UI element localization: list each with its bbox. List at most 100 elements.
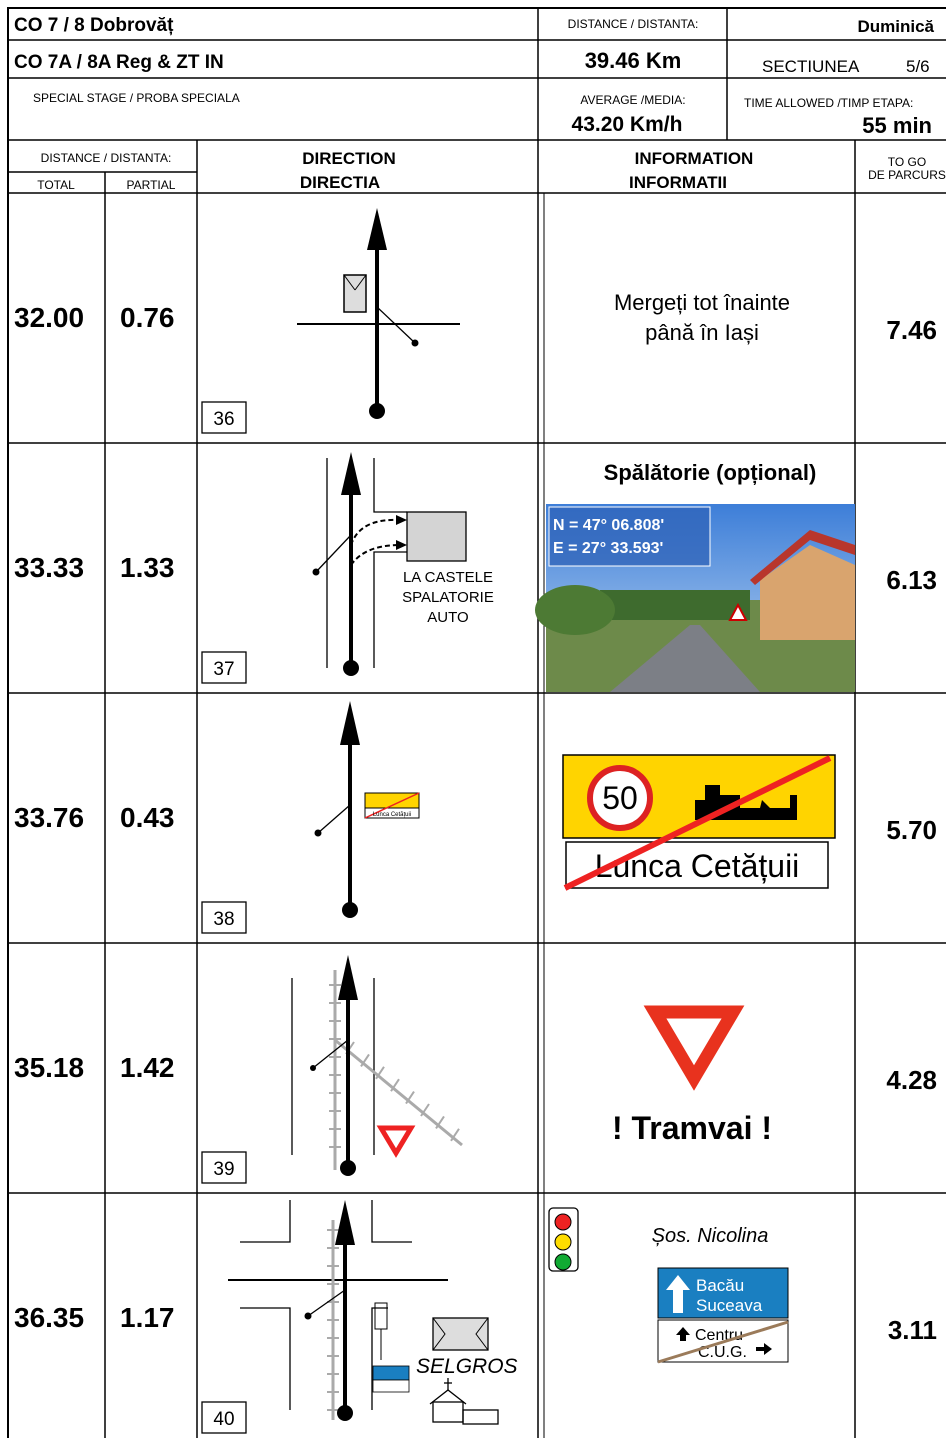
rect-shape [462,1409,499,1425]
time-label: TIME ALLOWED /TIMP ETAPA: [744,96,913,110]
circle-shape [340,1160,356,1176]
coordinates: N = 47° 06.808' [553,517,664,534]
path-shape [350,544,401,566]
distance-label: DISTANCE / DISTANTA: [568,17,699,31]
polygon-shape [760,545,855,640]
polygon-shape [396,515,407,525]
box-number-frame [201,651,247,684]
line-shape [307,1289,346,1317]
polygon-shape [396,540,407,550]
info-text: până în Iași [645,320,759,345]
info-title: Spălătorie (opțional) [604,460,817,485]
rect-shape [432,1401,464,1423]
average-label: AVERAGE /MEDIA: [580,93,685,107]
line-shape [376,306,416,344]
circle-shape [554,1213,572,1231]
path-shape [350,518,401,546]
circle-shape [337,1405,353,1421]
title: CO 7 / 8 Dobrovăț [14,15,174,36]
row-cells: 32.00 0.76 7.46 36 33.33 1.33 6.13 37 33.76 0.43 5… [14,302,937,1434]
track-tie [405,1091,415,1105]
box-number-frame [201,901,247,934]
line-shape [334,1038,463,1147]
box-number-frame [201,1401,247,1434]
g-shape [327,1229,339,1411]
column-header: PARTIAL [127,178,176,192]
track-tie [360,1053,370,1067]
yield-sign [643,1005,745,1091]
to-go: 6.13 [886,565,937,595]
circle-shape [554,1253,572,1271]
partial-distance: 0.43 [120,802,175,833]
info-text: ! Tramvai ! [612,1110,772,1146]
rect-shape [432,1317,489,1351]
direction-text: SELGROS [416,1355,518,1378]
rect-shape [372,1379,410,1393]
partial-distance: 1.17 [120,1302,175,1333]
rect-shape [406,511,467,562]
sign-text: Suceava [696,1296,763,1315]
line-shape [343,274,356,291]
box-number: 39 [213,1159,234,1180]
box-number-frame [201,1151,247,1184]
polygon-shape [750,530,855,585]
speed-limit: 50 [602,780,638,816]
table-grid [7,7,946,1438]
circle-shape [411,339,419,347]
box-number: 37 [213,659,234,680]
sign-text: C.U.G. [698,1344,747,1361]
column-header: TO GO [888,155,926,169]
cross-line [657,1320,789,1364]
circle-shape [587,765,653,831]
line-shape [364,792,420,819]
track-tie [435,1115,445,1129]
circle-shape [343,660,359,676]
polygon-shape [756,1343,772,1355]
rect-shape [343,274,367,313]
circle-shape [304,1312,312,1320]
direction-diagram [312,452,467,676]
column-header: INFORMATII [629,173,727,192]
to-go: 7.46 [886,315,937,345]
rect-shape [7,7,946,1438]
polygon-shape [340,701,360,745]
place-name: Lunca Cetățuii [595,848,800,884]
box-number-frame [201,401,247,434]
rect-shape [372,1365,410,1381]
polyline-shape [240,1307,291,1410]
partial-distance: 0.76 [120,302,175,333]
day: Duminică [857,17,934,36]
polygon-shape [728,602,748,621]
direction-diagram [314,701,420,918]
total-distance: 33.33 [14,552,84,583]
partial-distance: 1.33 [120,552,175,583]
total-distance: 35.18 [14,1052,84,1083]
polyline-shape [240,1200,291,1243]
stage-label: SPECIAL STAGE / PROBA SPECIALA [33,91,240,105]
line-shape [354,274,367,291]
street-name: Șos. Nicolina [652,1225,769,1247]
cross-line [563,755,832,891]
line-shape [315,534,352,573]
column-header: INFORMATION [635,149,754,168]
column-header: DE PARCURS [868,168,946,182]
box-number: 40 [213,1409,234,1430]
polyline-shape [373,458,407,513]
polyline-shape [373,551,407,668]
polygon-shape [341,452,361,495]
subtitle: CO 7A / 8A Reg & ZT IN [14,52,224,73]
direction-text: SPALATORIE [402,589,494,606]
rect-shape [600,590,750,620]
traffic-light [548,1207,579,1272]
polygon-shape [338,955,358,1000]
total-distance: 32.00 [14,302,84,333]
polygon-shape [335,1200,355,1245]
section-value: 5/6 [906,57,930,76]
direction-text: AUTO [427,609,468,626]
mini-sign-text: Lunca Cetățuii [373,812,411,818]
polygon-shape [610,625,760,692]
track-tie [390,1078,400,1092]
column-header: DIRECTIA [300,173,380,192]
polygon-shape [367,208,387,250]
